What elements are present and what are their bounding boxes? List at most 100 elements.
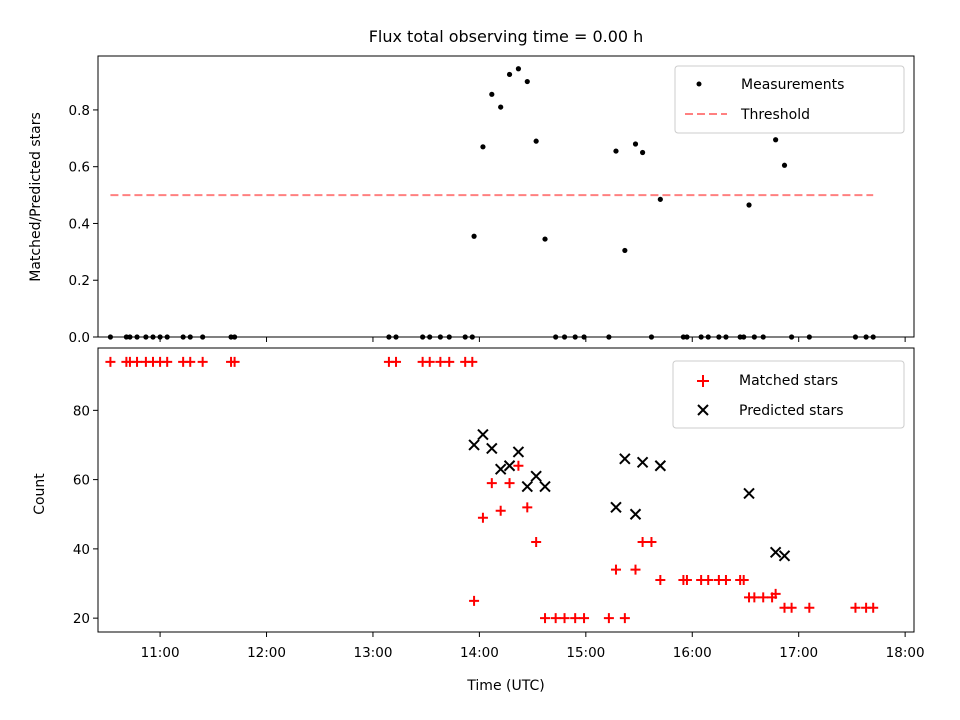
- count-y-tick-label: 60: [73, 473, 90, 489]
- measurement-point: [515, 66, 522, 72]
- matched-star-point: [444, 356, 455, 367]
- ratio-y-tick-label: 0.6: [69, 160, 90, 176]
- matched-star-point: [758, 592, 769, 603]
- measurement-point: [613, 148, 619, 154]
- legend-measurements-label: Measurements: [741, 77, 844, 93]
- legend-predicted-label: Predicted stars: [739, 403, 844, 419]
- ratio-legend-box: [674, 65, 905, 134]
- matched-star-point: [646, 536, 657, 547]
- matched-star-point: [850, 602, 861, 613]
- matched-star-point: [467, 356, 478, 367]
- measurement-point: [746, 202, 752, 208]
- count-y-tick-label: 20: [73, 611, 90, 627]
- matched-star-point: [531, 536, 542, 547]
- measurement-point: [524, 78, 530, 85]
- matched-star-point: [610, 564, 621, 575]
- predicted-star-point: [743, 487, 755, 500]
- matched-star-point: [630, 564, 641, 575]
- measurement-point: [471, 233, 477, 239]
- measurement-point: [781, 162, 788, 168]
- matched-star-point: [738, 575, 749, 586]
- measurement-point: [632, 141, 639, 147]
- predicted-star-point: [503, 460, 516, 472]
- matched-star-point: [786, 602, 797, 613]
- matched-star-point: [132, 356, 143, 367]
- matched-star-point: [197, 356, 208, 367]
- matched-star-point: [162, 356, 173, 367]
- legend-threshold-label: Threshold: [740, 107, 810, 123]
- matched-star-point: [703, 575, 714, 586]
- count-y-axis-label: Count: [32, 473, 48, 515]
- ratio-y-tick-label: 0.0: [69, 330, 90, 346]
- measurement-point: [480, 144, 486, 150]
- predicted-star-point: [494, 463, 507, 475]
- predicted-star-point: [636, 456, 649, 469]
- matched-star-point: [559, 613, 570, 624]
- predicted-star-point: [610, 501, 622, 514]
- count-y-tick-label: 80: [73, 403, 90, 419]
- matched-star-point: [681, 575, 692, 586]
- chart-title: Flux total observing time = 0.00 h: [369, 27, 644, 46]
- measurement-point: [533, 138, 539, 144]
- count-plot-frame: [97, 347, 915, 633]
- matched-star-point: [603, 613, 614, 624]
- predicted-star-point: [769, 546, 782, 559]
- matched-star-point: [655, 575, 666, 586]
- ratio-y-tick-label: 0.2: [69, 273, 90, 289]
- predicted-star-point: [778, 550, 791, 562]
- measurement-point: [657, 196, 663, 202]
- measurement-point: [639, 149, 646, 156]
- measurement-point: [489, 91, 495, 97]
- matched-star-point: [637, 536, 648, 547]
- predicted-star-point: [512, 446, 525, 458]
- predicted-star-point: [654, 460, 667, 472]
- matched-star-point: [486, 478, 497, 489]
- predicted-star-point: [486, 442, 498, 455]
- matched-star-point: [770, 588, 781, 599]
- count-x-tick-label: 17:00: [779, 645, 818, 661]
- measurement-point: [506, 71, 513, 78]
- matched-star-point: [720, 575, 731, 586]
- predicted-star-point: [477, 428, 489, 441]
- predicted-star-point: [521, 480, 533, 493]
- ratio-legend: Measurements Threshold: [674, 65, 905, 134]
- count-legend: Matched stars Predicted stars: [672, 360, 905, 429]
- matched-star-point: [477, 512, 488, 523]
- matched-star-point: [868, 602, 879, 613]
- matched-star-point: [749, 592, 760, 603]
- ratio-axes-layer: 0.0 0.2 0.4 0.6 0.8: [69, 103, 906, 346]
- count-panel: 20 40 60 80 11:00 12:00 13:00 14:00 15:00 16:00 17…: [32, 347, 925, 694]
- matched-star-point: [105, 356, 116, 367]
- matched-star-point: [540, 613, 551, 624]
- count-x-tick-label: 16:00: [673, 645, 712, 661]
- legend-matched-label: Matched stars: [739, 373, 838, 389]
- predicted-star-point: [539, 480, 551, 493]
- predicted-star-point: [629, 508, 642, 520]
- count-x-tick-label: 18:00: [886, 645, 925, 661]
- count-x-tick-label: 12:00: [247, 645, 286, 661]
- count-x-tick-label: 13:00: [354, 645, 393, 661]
- legend-matched-marker: [697, 375, 709, 387]
- matched-star-point: [469, 595, 480, 606]
- ratio-y-tick-label: 0.4: [69, 216, 90, 232]
- matched-star-point: [550, 613, 561, 624]
- measurement-point: [622, 247, 628, 254]
- measurement-point: [773, 137, 779, 143]
- ratio-y-axis-label: Matched/Predicted stars: [28, 112, 44, 282]
- matched-star-point: [185, 356, 196, 367]
- count-y-tick-label: 40: [73, 542, 90, 558]
- matched-star-point: [435, 356, 446, 367]
- ratio-panel: Flux total observing time = 0.00 h 0.0 0.…: [28, 27, 915, 346]
- matched-star-point: [579, 613, 590, 624]
- matched-star-point: [570, 613, 581, 624]
- count-legend-box: [672, 360, 905, 429]
- count-axes-layer: 20 40 60 80 11:00 12:00 13:00 14:00 15:00 16:00 17…: [73, 403, 925, 661]
- count-x-tick-label: 14:00: [460, 645, 499, 661]
- count-x-tick-label: 11:00: [141, 645, 180, 661]
- x-axis-label: Time (UTC): [466, 678, 544, 694]
- legend-measurements-marker: [696, 81, 702, 87]
- matched-star-point: [804, 602, 815, 613]
- matched-star-point: [229, 356, 240, 367]
- matched-star-point: [513, 460, 524, 471]
